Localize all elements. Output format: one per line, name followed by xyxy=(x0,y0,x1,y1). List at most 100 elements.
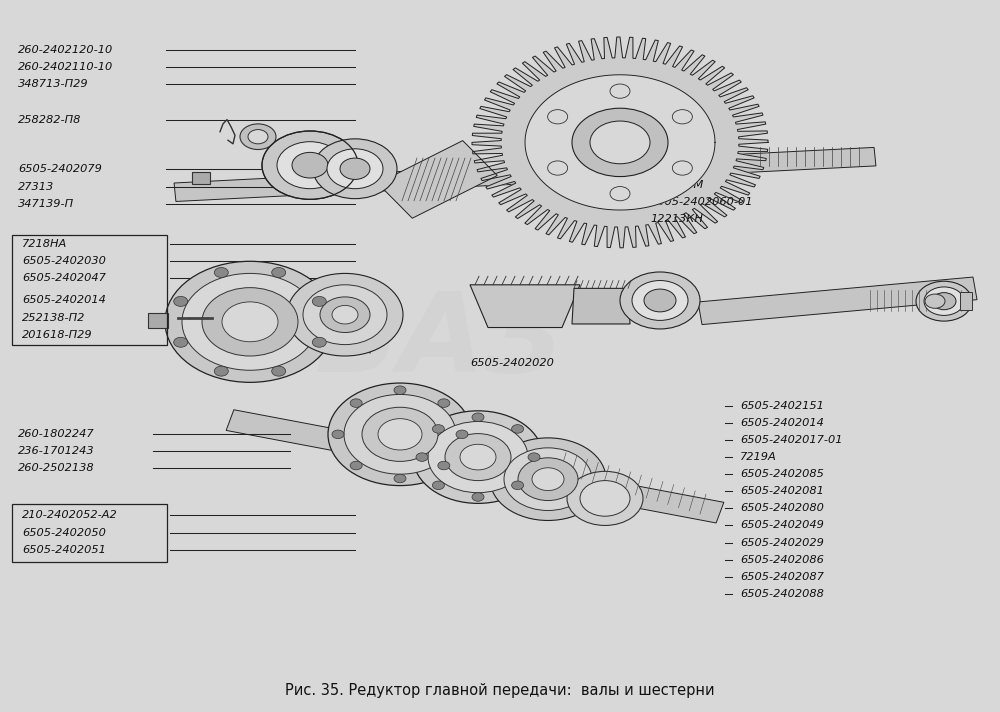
Circle shape xyxy=(932,293,956,310)
Circle shape xyxy=(428,422,528,493)
Text: 210-2402052-А2: 210-2402052-А2 xyxy=(22,511,118,520)
Circle shape xyxy=(277,142,343,189)
Text: 6505-2402079: 6505-2402079 xyxy=(18,164,102,174)
Text: 6505-2402080: 6505-2402080 xyxy=(740,503,824,513)
Circle shape xyxy=(165,261,335,382)
Polygon shape xyxy=(572,288,630,324)
Circle shape xyxy=(350,461,362,470)
Circle shape xyxy=(548,110,568,124)
Polygon shape xyxy=(960,292,972,310)
Circle shape xyxy=(925,294,945,308)
Text: 6505-2402050: 6505-2402050 xyxy=(22,528,106,538)
Circle shape xyxy=(394,386,406,394)
Text: 6505-2402014: 6505-2402014 xyxy=(22,295,106,305)
Circle shape xyxy=(328,383,472,486)
Text: БАЗ: БАЗ xyxy=(315,288,565,395)
Text: 260-1802247: 260-1802247 xyxy=(18,429,95,439)
Text: 6505-2402029: 6505-2402029 xyxy=(740,538,824,548)
Circle shape xyxy=(272,268,286,278)
Circle shape xyxy=(504,448,592,511)
Circle shape xyxy=(312,296,326,306)
Polygon shape xyxy=(192,172,210,184)
Circle shape xyxy=(590,121,650,164)
Circle shape xyxy=(262,131,358,199)
Circle shape xyxy=(532,468,564,491)
Circle shape xyxy=(174,337,188,347)
Circle shape xyxy=(248,130,268,144)
Circle shape xyxy=(644,289,676,312)
Text: 6505-2402014: 6505-2402014 xyxy=(740,418,824,428)
Polygon shape xyxy=(472,37,768,248)
Polygon shape xyxy=(470,285,580,328)
Text: 252138-П2: 252138-П2 xyxy=(22,313,85,323)
Circle shape xyxy=(313,139,397,199)
Circle shape xyxy=(512,481,524,490)
Text: 27313: 27313 xyxy=(18,182,54,192)
Circle shape xyxy=(490,438,606,520)
Polygon shape xyxy=(226,410,724,523)
Circle shape xyxy=(272,366,286,376)
Circle shape xyxy=(327,149,383,189)
Text: 6505-2402060-01: 6505-2402060-01 xyxy=(650,197,753,207)
Circle shape xyxy=(438,461,450,470)
Polygon shape xyxy=(174,147,876,201)
Circle shape xyxy=(567,471,643,525)
Text: 6505-2402085: 6505-2402085 xyxy=(740,469,824,479)
Circle shape xyxy=(438,399,450,407)
Circle shape xyxy=(548,161,568,175)
Text: 6505-2402030: 6505-2402030 xyxy=(22,256,106,266)
Circle shape xyxy=(460,444,496,470)
Text: 236-1701243: 236-1701243 xyxy=(18,446,95,456)
Circle shape xyxy=(312,337,326,347)
Circle shape xyxy=(344,394,456,474)
Circle shape xyxy=(340,158,370,179)
Text: 6505-2402087: 6505-2402087 xyxy=(740,572,824,582)
Text: 7218НА: 7218НА xyxy=(22,239,67,248)
Polygon shape xyxy=(378,140,497,219)
Circle shape xyxy=(432,481,444,490)
Polygon shape xyxy=(148,313,168,328)
Circle shape xyxy=(528,453,540,461)
Text: 348713-П29: 348713-П29 xyxy=(18,79,89,89)
Text: 6505-2402088: 6505-2402088 xyxy=(740,589,824,599)
Text: 102316М: 102316М xyxy=(650,180,703,190)
Text: 7219А: 7219А xyxy=(740,452,777,462)
Circle shape xyxy=(610,84,630,98)
Text: 6505-2402081: 6505-2402081 xyxy=(740,486,824,496)
Circle shape xyxy=(320,297,370,333)
Text: 260-2402120-10: 260-2402120-10 xyxy=(18,45,113,55)
Polygon shape xyxy=(698,277,977,325)
Circle shape xyxy=(512,424,524,433)
Circle shape xyxy=(332,305,358,324)
Circle shape xyxy=(287,273,403,356)
Text: 201618-П29: 201618-П29 xyxy=(22,330,93,340)
Circle shape xyxy=(182,273,318,370)
Circle shape xyxy=(202,288,298,356)
Text: 260-2402110-10: 260-2402110-10 xyxy=(18,62,113,72)
Text: Рис. 35. Редуктор главной передачи:  валы и шестерни: Рис. 35. Редуктор главной передачи: валы… xyxy=(285,683,715,698)
Circle shape xyxy=(620,272,700,329)
Text: 6505-2402017-01: 6505-2402017-01 xyxy=(740,435,842,445)
Circle shape xyxy=(350,399,362,407)
Text: 6505-2402047: 6505-2402047 xyxy=(22,273,106,283)
Circle shape xyxy=(240,124,276,150)
Circle shape xyxy=(362,407,438,461)
Text: 6505-2402020: 6505-2402020 xyxy=(470,358,554,368)
Circle shape xyxy=(445,434,511,481)
Circle shape xyxy=(413,411,543,503)
Text: 6505-2402049: 6505-2402049 xyxy=(740,520,824,530)
Text: 347139-П: 347139-П xyxy=(18,199,74,209)
Text: 6505-2402086: 6505-2402086 xyxy=(740,555,824,565)
Circle shape xyxy=(916,281,972,321)
Circle shape xyxy=(303,285,387,345)
Circle shape xyxy=(432,424,444,433)
Circle shape xyxy=(292,152,328,178)
Text: 6505-2402151: 6505-2402151 xyxy=(740,401,824,411)
Circle shape xyxy=(672,161,692,175)
Text: 6505-2402051: 6505-2402051 xyxy=(22,545,106,555)
Circle shape xyxy=(472,413,484,422)
Circle shape xyxy=(924,287,964,315)
Circle shape xyxy=(416,453,428,461)
Circle shape xyxy=(214,268,228,278)
Bar xyxy=(12,504,167,562)
